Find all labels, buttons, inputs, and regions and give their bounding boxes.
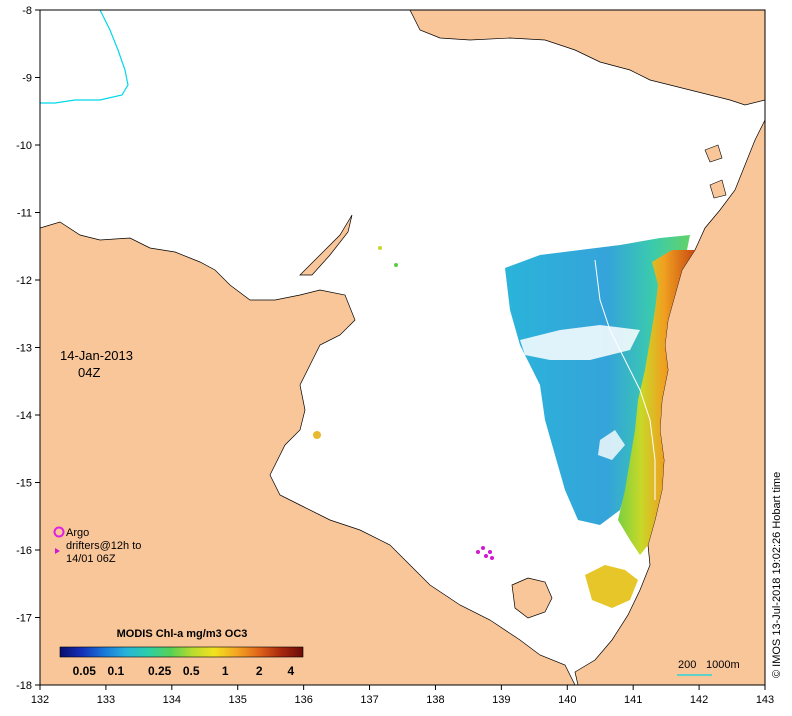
cloud-gap-2 [598, 430, 625, 460]
chlorophyll-south-patch [585, 565, 638, 608]
y-tick-label: -14 [16, 410, 32, 422]
colorbar-title: MODIS Chl-a mg/m3 OC3 [117, 628, 248, 640]
x-tick-label: 133 [97, 694, 115, 706]
y-tick-label: -18 [16, 680, 32, 692]
chl-blob-1 [313, 431, 321, 439]
x-tick-label: 135 [229, 694, 247, 706]
x-tick-label: 140 [558, 694, 576, 706]
y-tick-label: -11 [17, 208, 32, 220]
y-tick-label: -10 [16, 140, 32, 152]
scale-label-200: 200 [678, 659, 696, 671]
drifter-markers [476, 546, 494, 560]
cloud-gap-1 [520, 325, 640, 360]
chl-blob-2 [378, 246, 382, 250]
colorbar [59, 646, 304, 658]
small-island-1 [704, 144, 723, 163]
drifter-point [488, 550, 492, 554]
colorbar-tick-label: 0.25 [148, 664, 172, 678]
imos-credit: © IMOS 13-Jul-2018 19:02:26 Hobart time [771, 472, 783, 678]
isobath-line [594, 259, 656, 500]
drifter-point [481, 546, 485, 550]
wessel-islands [299, 214, 353, 276]
shallow-isobath-contour [40, 10, 129, 104]
x-tick-label: 134 [163, 694, 181, 706]
drifter-point [484, 554, 488, 558]
drifter-point [490, 556, 494, 560]
scale-label-1000: 1000m [706, 659, 740, 671]
colorbar-tick-label: 0.1 [108, 664, 125, 678]
drifter-label-line1: drifters@12h to [66, 540, 141, 552]
time-label: 04Z [78, 365, 100, 380]
y-tick-label: -13 [16, 343, 32, 355]
colorbar-tick-label: 2 [256, 664, 263, 678]
x-tick-label: 132 [31, 694, 49, 706]
chlorophyll-coastal-band [618, 250, 695, 555]
argo-marker-icon [53, 526, 65, 538]
y-tick-label: -15 [16, 478, 32, 490]
colorbar-tick-label: 4 [288, 664, 295, 678]
x-axis: 132 133 134 135 136 137 138 139 140 141 142 143 [31, 685, 774, 706]
drifter-arrow-icon [55, 548, 60, 554]
y-tick-label: -16 [16, 545, 32, 557]
x-tick-label: 138 [426, 694, 444, 706]
y-tick-label: -8 [22, 5, 32, 17]
chl-blob-3 [394, 263, 398, 267]
drifter-point [476, 550, 480, 554]
map-area [40, 10, 765, 685]
colorbar-tick-label: 0.5 [183, 664, 200, 678]
groote-eylandt-island [511, 577, 553, 619]
x-tick-label: 136 [294, 694, 312, 706]
colorbar-tick-label: 0.05 [73, 664, 97, 678]
x-tick-label: 139 [492, 694, 510, 706]
x-tick-label: 137 [360, 694, 378, 706]
small-island-2 [709, 179, 727, 199]
date-label: 14-Jan-2013 [60, 348, 133, 363]
papua-new-guinea-land [409, 10, 765, 106]
x-tick-label: 142 [690, 694, 708, 706]
x-tick-label: 141 [624, 694, 642, 706]
argo-label: Argo [66, 527, 89, 539]
y-tick-label: -12 [16, 275, 32, 287]
northern-territory-land [40, 221, 576, 685]
y-tick-label: -17 [16, 613, 32, 625]
colorbar-tick-label: 1 [222, 664, 229, 678]
x-tick-label: 143 [756, 694, 774, 706]
drifter-label-line2: 14/01 06Z [66, 553, 116, 565]
y-tick-label: -9 [22, 73, 32, 85]
colorbar-ticks: 0.05 0.1 0.25 0.5 1 2 4 [73, 664, 295, 678]
chlorophyll-offshore-patch [505, 235, 690, 525]
y-axis: -8 -9 -10 -11 -12 -13 -14 -15 -16 -17 -18 [16, 5, 40, 692]
